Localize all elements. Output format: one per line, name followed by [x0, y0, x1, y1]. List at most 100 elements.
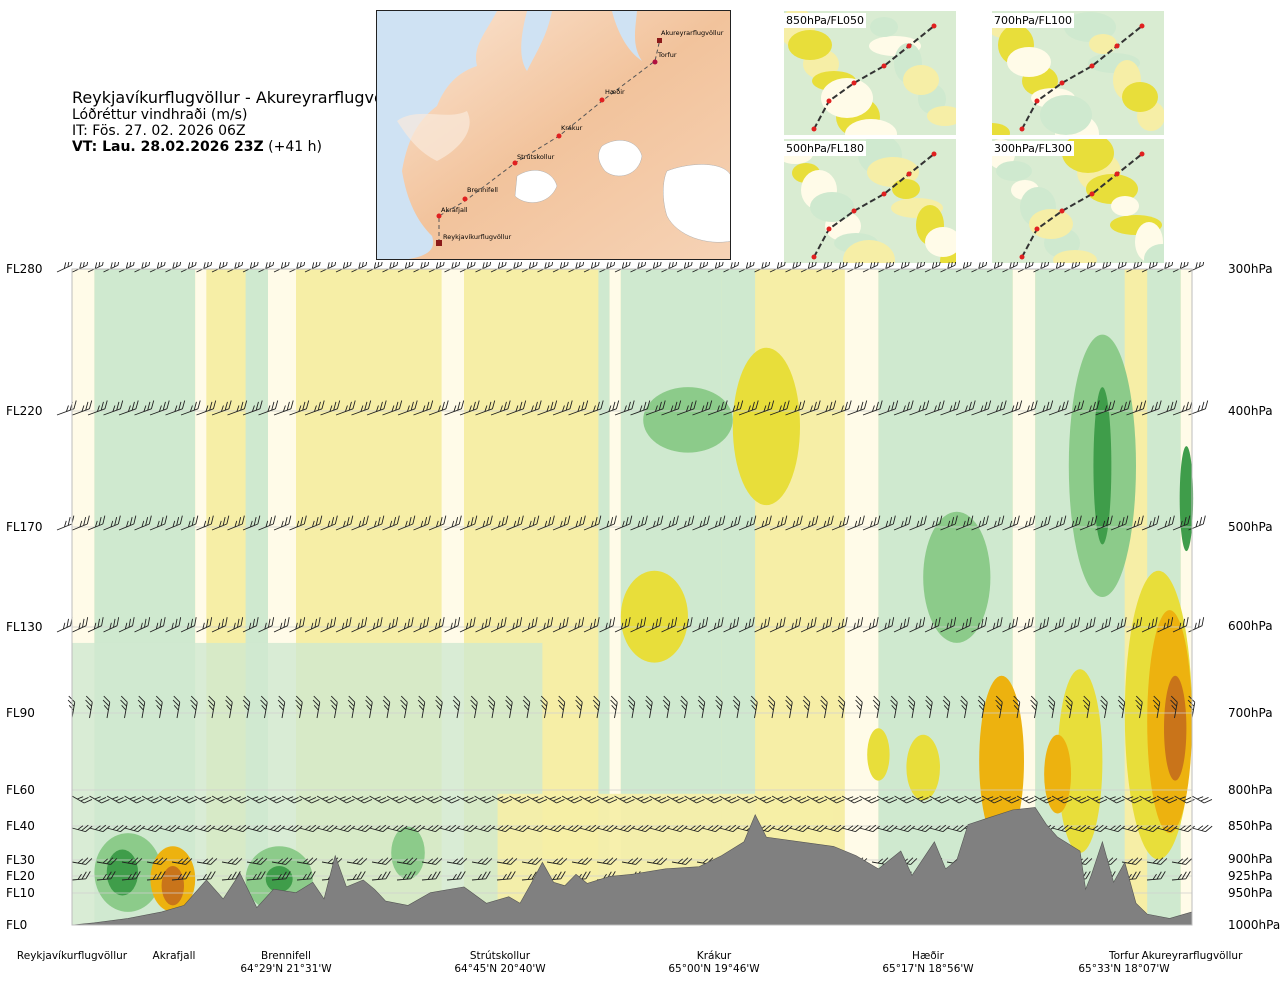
wind-barb: [738, 400, 759, 416]
wind-blob: [923, 511, 991, 643]
wind-barb: [631, 795, 653, 804]
wind-barb: [1069, 824, 1090, 833]
wind-barb: [894, 795, 915, 804]
fl-tick-label: FL280: [6, 262, 43, 276]
wind-blob: [906, 734, 940, 801]
wind-barb: [645, 695, 653, 719]
wind-barb: [946, 824, 968, 833]
minimap-waypoint: [1019, 254, 1025, 260]
wind-barb: [1188, 262, 1206, 273]
wind-blob: [1044, 734, 1072, 814]
wind-barb: [320, 515, 338, 531]
wind-barb: [371, 857, 393, 865]
location-label: Akrafjall: [153, 950, 196, 963]
minimap-field-blob: [892, 179, 920, 199]
minimap-field-blob: [992, 123, 1010, 135]
wind-barb: [382, 617, 399, 633]
wind-barb: [750, 695, 758, 719]
wind-barb: [246, 795, 268, 804]
wind-barb: [72, 515, 90, 531]
wind-barb: [630, 400, 651, 416]
minimap-waypoint: [931, 151, 937, 157]
wind-barb: [490, 617, 507, 633]
wind-barb: [496, 871, 516, 881]
wind-barb: [802, 695, 811, 719]
wind-barb: [89, 824, 110, 833]
wind-barb: [859, 824, 880, 833]
wind-barb: [404, 795, 425, 804]
wind-barb: [71, 857, 93, 865]
wind-barb: [1141, 515, 1160, 531]
wind-barb: [1082, 695, 1091, 719]
wind-barb: [855, 695, 863, 719]
wind-barb: [491, 795, 513, 804]
minimap-waypoint: [1019, 126, 1025, 132]
wind-barb: [172, 695, 181, 719]
wind-barb: [1012, 695, 1021, 719]
wind-barb: [816, 515, 834, 531]
wind-barb: [211, 515, 230, 531]
wind-barb: [1174, 795, 1195, 804]
wind-barb: [397, 617, 414, 633]
wind-barb: [1069, 795, 1090, 804]
wind-barb: [680, 695, 688, 719]
wind-barb: [56, 400, 77, 416]
wind-barb: [645, 400, 666, 416]
wind-barb: [1110, 617, 1127, 633]
wind-barb: [661, 617, 678, 633]
wind-barb: [509, 795, 530, 804]
wind-barb: [924, 400, 945, 416]
wind-barb: [281, 795, 303, 804]
wind-barb: [118, 617, 135, 633]
wind-barb: [645, 515, 664, 531]
wind-barb: [890, 695, 898, 719]
waypoint-marker: [436, 213, 442, 219]
wind-barb: [196, 400, 217, 416]
wind-barb: [911, 824, 933, 833]
minimap-waypoint: [1089, 191, 1095, 197]
wind-barb: [242, 617, 259, 633]
wind-barb: [490, 515, 509, 531]
waypoint-label: Akureyrarflugvöllur: [661, 29, 724, 37]
wind-barb: [196, 871, 216, 881]
fl-tick-label: FL30: [6, 853, 35, 867]
wind-barb: [806, 795, 828, 804]
waypoint-label: Reykjavíkurflugvöllur: [443, 233, 512, 241]
wind-barb: [645, 617, 662, 633]
wind-barb: [227, 617, 244, 633]
wind-barb: [96, 871, 116, 881]
wind-barb: [769, 617, 786, 633]
wind-barb: [942, 695, 951, 719]
pressure-tick-label: 500hPa: [1228, 520, 1273, 534]
wind-barb: [707, 400, 728, 416]
wind-barb: [304, 515, 323, 531]
waypoint-marker: [462, 196, 468, 202]
wind-barb: [475, 515, 493, 531]
wind-barb: [521, 515, 540, 531]
wind-barb: [1110, 515, 1129, 531]
waypoint-label: Brennifell: [467, 186, 498, 194]
wind-blob: [620, 570, 689, 663]
wind-barb: [847, 515, 865, 531]
wind-barb: [684, 795, 705, 804]
location-name: Hæðir: [912, 950, 944, 962]
wind-barb: [552, 400, 573, 416]
wind-barb: [692, 400, 713, 416]
fl-tick-label: FL170: [6, 520, 43, 534]
wind-barb: [701, 824, 723, 833]
wind-barb: [1172, 400, 1193, 416]
wind-barb: [229, 824, 250, 833]
wind-barb: [335, 617, 352, 633]
wind-barb: [505, 695, 513, 719]
wind-barb: [487, 695, 496, 719]
wind-barb: [159, 824, 180, 833]
wind-barb: [1079, 400, 1100, 416]
wind-barb: [1033, 400, 1054, 416]
wind-barb: [630, 617, 647, 633]
wind-barb: [446, 857, 468, 865]
wind-barb: [579, 824, 600, 833]
wind-barb: [621, 857, 643, 865]
wind-barb: [304, 617, 321, 633]
wind-barb: [346, 871, 366, 881]
wind-barb: [281, 824, 303, 833]
